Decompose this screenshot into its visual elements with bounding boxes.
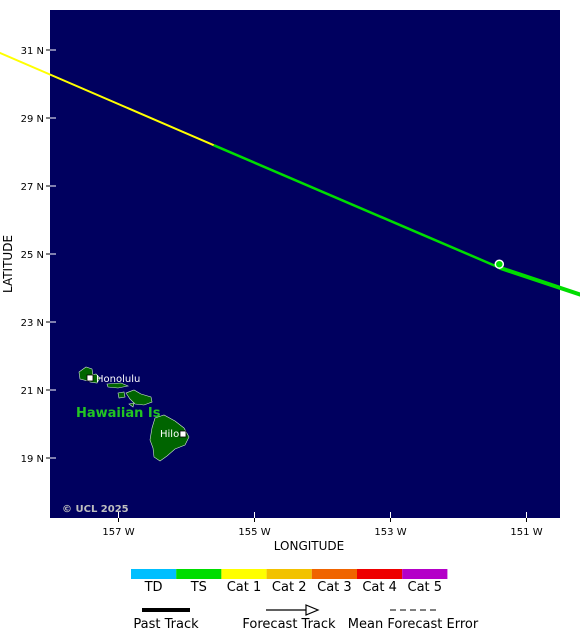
legend-category-label: TS xyxy=(190,580,207,595)
x-axis-label: LONGITUDE xyxy=(274,539,344,553)
legend-swatch-cat-4 xyxy=(357,569,403,579)
lat-tick-label: 23 N xyxy=(21,318,44,329)
legend-swatch-ts xyxy=(176,569,222,579)
city-marker-hilo xyxy=(179,430,187,438)
lat-tick-label: 31 N xyxy=(21,46,44,57)
current-position-marker xyxy=(494,259,505,269)
legend-past-track-label: Past Track xyxy=(133,617,199,632)
track-segment-ts-forecast xyxy=(498,265,580,297)
legend-category-label: Cat 1 xyxy=(227,580,262,595)
track-segment-cat-1 xyxy=(0,51,215,147)
axis-ticks: 31 N 29 N 27 N 25 N 23 N 21 N 19 N 157 W 155 W 15… xyxy=(21,46,543,538)
copyright-label: © UCL 2025 xyxy=(62,504,129,515)
island-big-island xyxy=(149,414,190,462)
legend-forecast-track-label: Forecast Track xyxy=(242,617,336,632)
legend-category-label: Cat 5 xyxy=(408,580,443,595)
legend-category-label: Cat 3 xyxy=(317,580,352,595)
region-label: Hawaiian Is xyxy=(76,406,161,421)
lat-tick-label: 27 N xyxy=(21,182,44,193)
legend-swatch-cat-5 xyxy=(402,569,448,579)
island-lanai xyxy=(117,391,126,399)
legend-swatch-cat-1 xyxy=(221,569,267,579)
storm-track xyxy=(0,51,580,297)
lon-tick-label: 151 W xyxy=(510,527,542,538)
lon-tick-label: 153 W xyxy=(374,527,406,538)
city-label-honolulu: Honolulu xyxy=(96,374,140,385)
legend-forecast-arrow-icon xyxy=(305,604,320,616)
island-molokai xyxy=(106,382,130,389)
legend: TD TS Cat 1 Cat 2 Cat 3 Cat 4 Cat 5 xyxy=(131,569,448,595)
lon-tick-label: 157 W xyxy=(102,527,134,538)
legend-swatch-cat-3 xyxy=(311,569,357,579)
legend-category-label: TD xyxy=(144,580,163,595)
island-kahoolawe xyxy=(128,402,135,408)
lat-tick-label: 25 N xyxy=(21,250,44,261)
lat-tick-label: 21 N xyxy=(21,386,44,397)
legend-category-label: Cat 2 xyxy=(272,580,307,595)
ocean-area xyxy=(50,10,560,518)
lat-tick-label: 19 N xyxy=(21,454,44,465)
lon-tick-label: 155 W xyxy=(238,527,270,538)
y-axis-label: LATITUDE xyxy=(1,235,15,293)
lat-tick-label: 29 N xyxy=(21,114,44,125)
map-overlays xyxy=(86,259,505,438)
city-label-hilo: Hilo xyxy=(160,429,179,440)
legend-swatch-td xyxy=(131,569,177,579)
legend-category-label: Cat 4 xyxy=(362,580,397,595)
city-marker-honolulu xyxy=(86,374,94,382)
legend-swatch-cat-2 xyxy=(266,569,312,579)
island-maui xyxy=(125,389,153,406)
legend-error-label: Mean Forecast Error xyxy=(348,617,479,632)
